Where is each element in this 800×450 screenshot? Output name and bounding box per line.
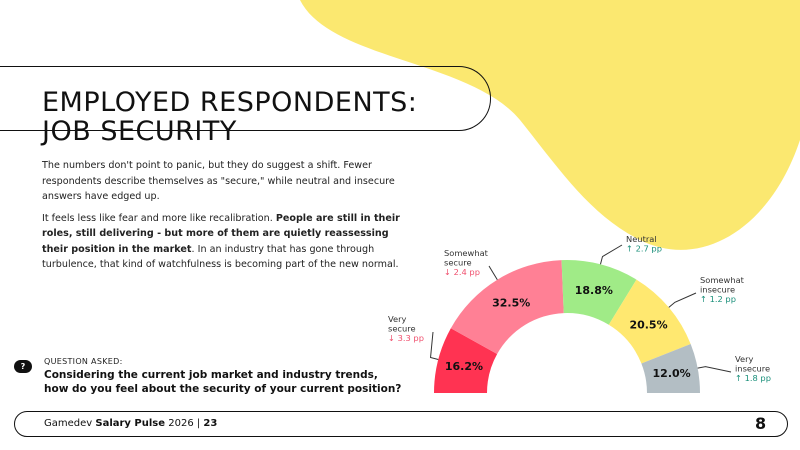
change-label: ↑ 2.7 pp	[626, 244, 662, 254]
slice-value-label: 18.8%	[575, 284, 613, 297]
leader-line	[599, 244, 623, 265]
category-label: Neutral	[626, 234, 657, 244]
slice-value-label: 16.2%	[445, 360, 483, 373]
question-label: QUESTION ASKED:	[44, 357, 123, 366]
slice-value-label: 32.5%	[492, 296, 530, 309]
slice-4	[641, 344, 700, 393]
change-label: ↑ 1.2 pp	[700, 294, 736, 304]
body-text: The numbers don't point to panic, but th…	[42, 158, 402, 279]
footer-bar	[14, 411, 788, 437]
category-label: Very	[388, 314, 407, 324]
category-label: Very	[735, 354, 754, 364]
brand-logo: 8	[755, 414, 767, 433]
category-label: insecure	[735, 364, 770, 374]
question-text: Considering the current job market and i…	[44, 369, 402, 395]
question-icon: ?	[14, 360, 32, 373]
change-label: ↓ 3.3 pp	[388, 333, 424, 343]
category-label: secure	[444, 258, 472, 268]
category-label: secure	[388, 324, 416, 334]
slice-2	[561, 260, 637, 325]
page-number: 23	[203, 418, 218, 429]
slice-1	[450, 260, 564, 355]
leader-line	[488, 265, 498, 280]
footer-text: Gamedev Salary Pulse 2026 | 23	[44, 418, 218, 429]
category-label: Somewhat	[700, 275, 745, 285]
leader-line	[697, 366, 732, 373]
slice-value-label: 12.0%	[653, 367, 691, 380]
change-label: ↑ 1.8 pp	[735, 373, 771, 383]
slice-3	[608, 279, 691, 364]
leader-line	[430, 331, 439, 361]
category-label: Somewhat	[444, 248, 489, 258]
paragraph-2: It feels less like fear and more like re…	[42, 212, 400, 271]
paragraph-1: The numbers don't point to panic, but th…	[42, 160, 395, 202]
page-title: EMPLOYED RESPONDENTS: JOB SECURITY	[42, 87, 418, 148]
leader-line	[668, 292, 697, 308]
slice-0	[434, 328, 498, 393]
title-frame	[0, 66, 491, 131]
slice-value-label: 20.5%	[629, 318, 667, 331]
change-label: ↓ 2.4 pp	[444, 267, 480, 277]
category-label: insecure	[700, 285, 735, 295]
